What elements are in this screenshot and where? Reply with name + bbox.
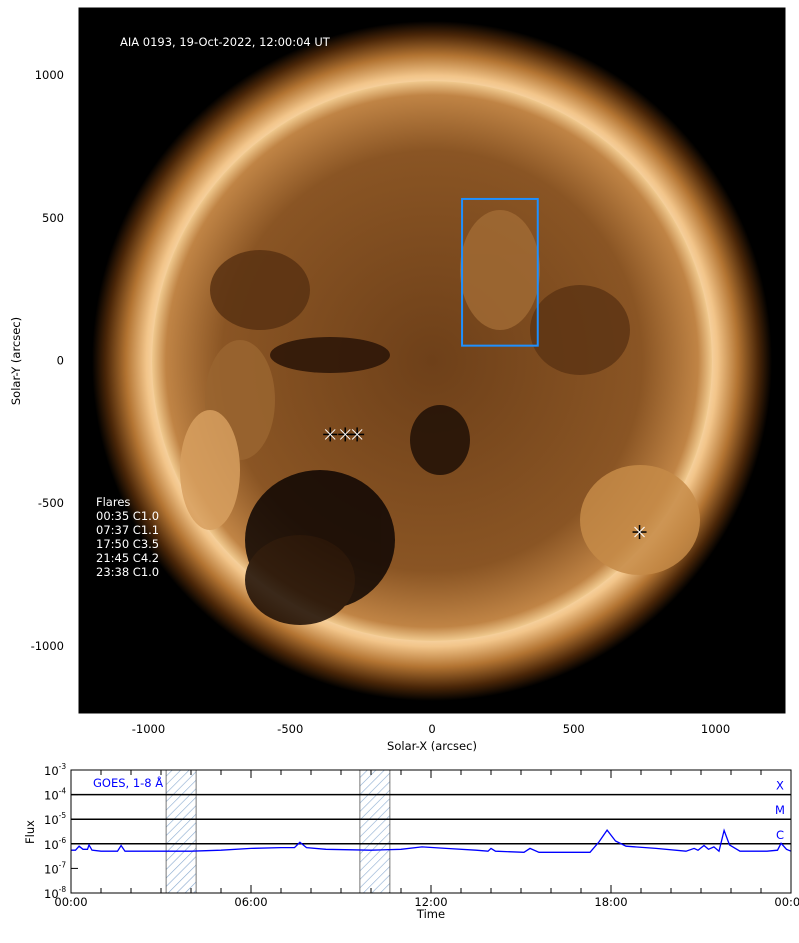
goes-flux-line xyxy=(71,828,791,853)
flare-marker-diag xyxy=(634,526,645,538)
goes-x-tick-label: 00:00 xyxy=(54,895,87,909)
flare-class-levels: XMC xyxy=(71,779,791,845)
flare-legend-item: 21:45 C4.2 xyxy=(96,551,159,565)
goes-series-label: GOES, 1-8 Å xyxy=(93,775,163,790)
class-level-label: X xyxy=(776,779,784,793)
flare-marker-diag xyxy=(339,429,351,440)
goes-y-tick-label: 10-4 xyxy=(44,787,66,803)
goes-x-axis-label: Time xyxy=(416,907,445,921)
class-level-label: M xyxy=(775,803,785,817)
flare-marker xyxy=(323,427,338,442)
goes-y-tick-label: 10-6 xyxy=(44,836,66,852)
y-tick-label: 1000 xyxy=(35,68,64,82)
image-title: AIA 0193, 19-Oct-2022, 12:00:04 UT xyxy=(120,35,331,49)
flare-legend: Flares 00:35 C1.0 07:37 C1.1 17:50 C3.5 … xyxy=(96,495,159,579)
y-tick-label: -1000 xyxy=(31,639,64,653)
goes-y-tick-exponent: -8 xyxy=(59,885,67,894)
goes-y-tick-label: 10-3 xyxy=(44,762,66,778)
image-axis-ticks: -1000 -500 0 500 1000 -1000 -500 0 500 1000 xyxy=(31,8,785,736)
goes-y-tick-label: 10-7 xyxy=(44,860,66,876)
goes-y-tick-exponent: -4 xyxy=(59,787,67,796)
flare-markers xyxy=(323,427,647,540)
flare-marker xyxy=(350,427,365,442)
y-tick-label: -500 xyxy=(38,496,64,510)
flare-legend-title: Flares xyxy=(96,495,130,509)
solar-image-panel: AIA 0193, 19-Oct-2022, 12:00:04 UT Flare… xyxy=(79,8,785,713)
goes-y-tick-exponent: -3 xyxy=(59,762,67,771)
y-tick-label: 500 xyxy=(42,211,64,225)
x-tick-label: -500 xyxy=(277,722,303,736)
goes-x-tick-label: 00:00 xyxy=(774,895,799,909)
x-axis-label: Solar-X (arcsec) xyxy=(387,739,477,753)
goes-y-tick-exponent: -7 xyxy=(59,860,67,869)
class-level-label: C xyxy=(776,828,784,842)
shaded-interval xyxy=(165,769,197,894)
goes-x-tick-label: 12:00 xyxy=(414,895,447,909)
region-of-interest-box xyxy=(461,197,539,347)
goes-y-tick-label: 10-5 xyxy=(44,811,66,827)
goes-axis-ticks: 00:00 06:00 12:00 18:00 00:00 10-3 10-4 10-5 10-… xyxy=(44,762,799,909)
goes-x-tick-label: 18:00 xyxy=(594,895,627,909)
y-tick-label: 0 xyxy=(57,354,64,368)
x-tick-label: 1000 xyxy=(701,722,730,736)
goes-y-axis-label: Flux xyxy=(23,820,37,844)
goes-panel: XMC GOES, 1-8 Å 00:00 06:00 12:00 18:00 00:0… xyxy=(23,762,799,921)
shaded-intervals xyxy=(165,769,391,894)
flare-legend-item: 07:37 C1.1 xyxy=(96,523,159,537)
y-axis-label: Solar-Y (arcsec) xyxy=(9,317,23,405)
flare-marker-diag xyxy=(324,429,336,440)
flare-legend-item: 23:38 C1.0 xyxy=(96,565,159,579)
disk-features xyxy=(180,210,700,625)
goes-y-tick-exponent: -6 xyxy=(59,836,67,845)
flare-legend-item: 17:50 C3.5 xyxy=(96,537,159,551)
flare-legend-item: 00:35 C1.0 xyxy=(96,509,159,523)
shaded-interval xyxy=(359,769,391,894)
flare-marker-diag xyxy=(351,429,363,440)
x-tick-label: -1000 xyxy=(132,722,165,736)
flare-marker xyxy=(338,427,353,442)
x-tick-label: 500 xyxy=(563,722,585,736)
goes-x-tick-label: 06:00 xyxy=(234,895,267,909)
goes-y-tick-exponent: -5 xyxy=(59,811,67,820)
x-tick-label: 0 xyxy=(428,722,435,736)
flare-marker xyxy=(632,525,647,540)
